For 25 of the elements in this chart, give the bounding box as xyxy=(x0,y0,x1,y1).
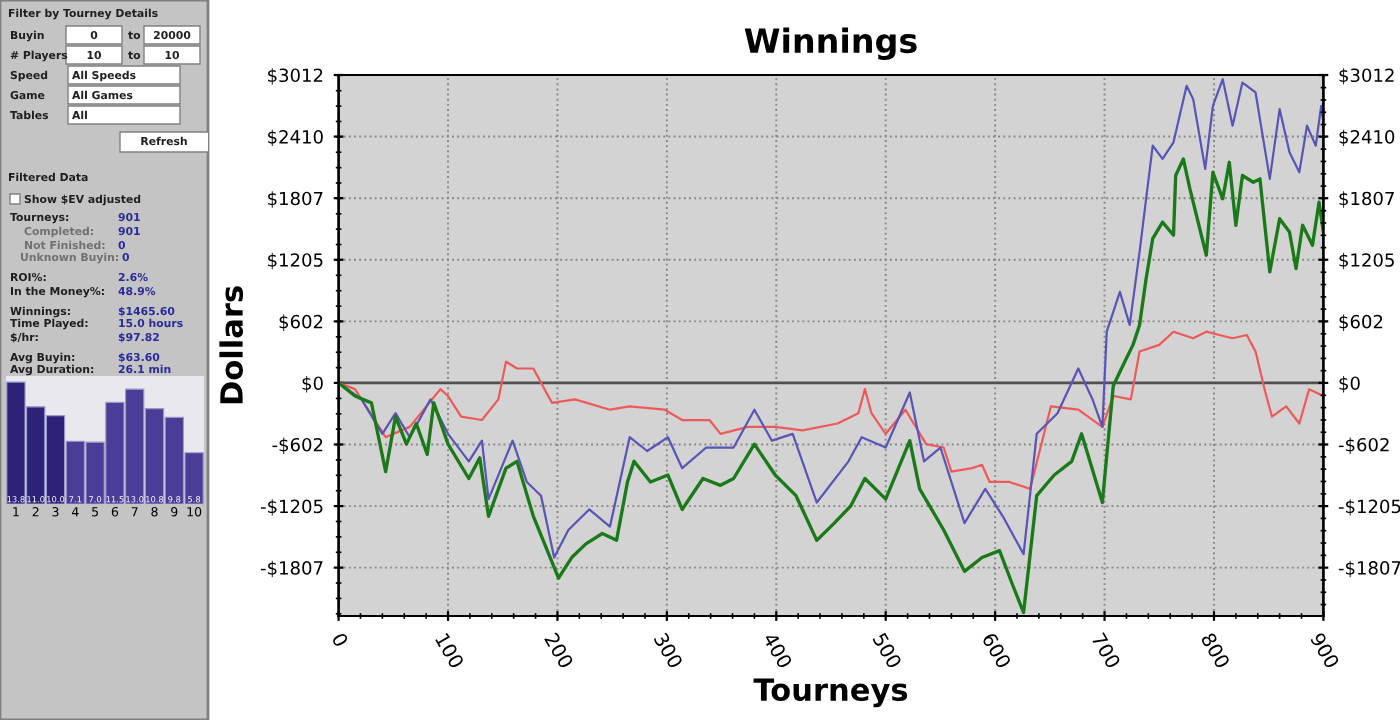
y-tick-label: $0 xyxy=(302,376,323,393)
x-tick-label: 600 xyxy=(981,631,1012,670)
y2-tick-label: $1807 xyxy=(1339,191,1394,208)
y2-tick-label: $3012 xyxy=(1339,68,1394,85)
y2-tick-label: $602 xyxy=(1339,314,1383,331)
y2-tick-label: $1205 xyxy=(1339,252,1394,270)
line-series xyxy=(338,330,1324,490)
y-tick-label: $2410 xyxy=(268,129,323,147)
y-tick-label: $1807 xyxy=(268,191,323,208)
x-tick-label: 0 xyxy=(331,631,349,648)
y-tick-label: -$602 xyxy=(272,437,323,454)
y2-tick-label: $2410 xyxy=(1339,129,1395,147)
y2-tick-label: -$1807 xyxy=(1338,560,1400,578)
y2-tick-label: $0 xyxy=(1339,376,1360,393)
y-axis-title: Dollars xyxy=(219,286,244,404)
x-axis-title: Tourneys xyxy=(753,678,908,708)
y-tick-label: -$1807 xyxy=(260,560,323,578)
y-tick-label: -$1205 xyxy=(260,499,323,516)
chart-title: Winnings xyxy=(744,27,917,60)
y-tick-label: $3012 xyxy=(268,68,323,85)
x-tick-label: 400 xyxy=(762,631,793,670)
y-tick-label: $1205 xyxy=(268,252,323,270)
y-tick-label: $602 xyxy=(279,314,323,331)
y2-tick-label: -$602 xyxy=(1338,437,1389,454)
y2-tick-label: -$1205 xyxy=(1338,499,1400,516)
